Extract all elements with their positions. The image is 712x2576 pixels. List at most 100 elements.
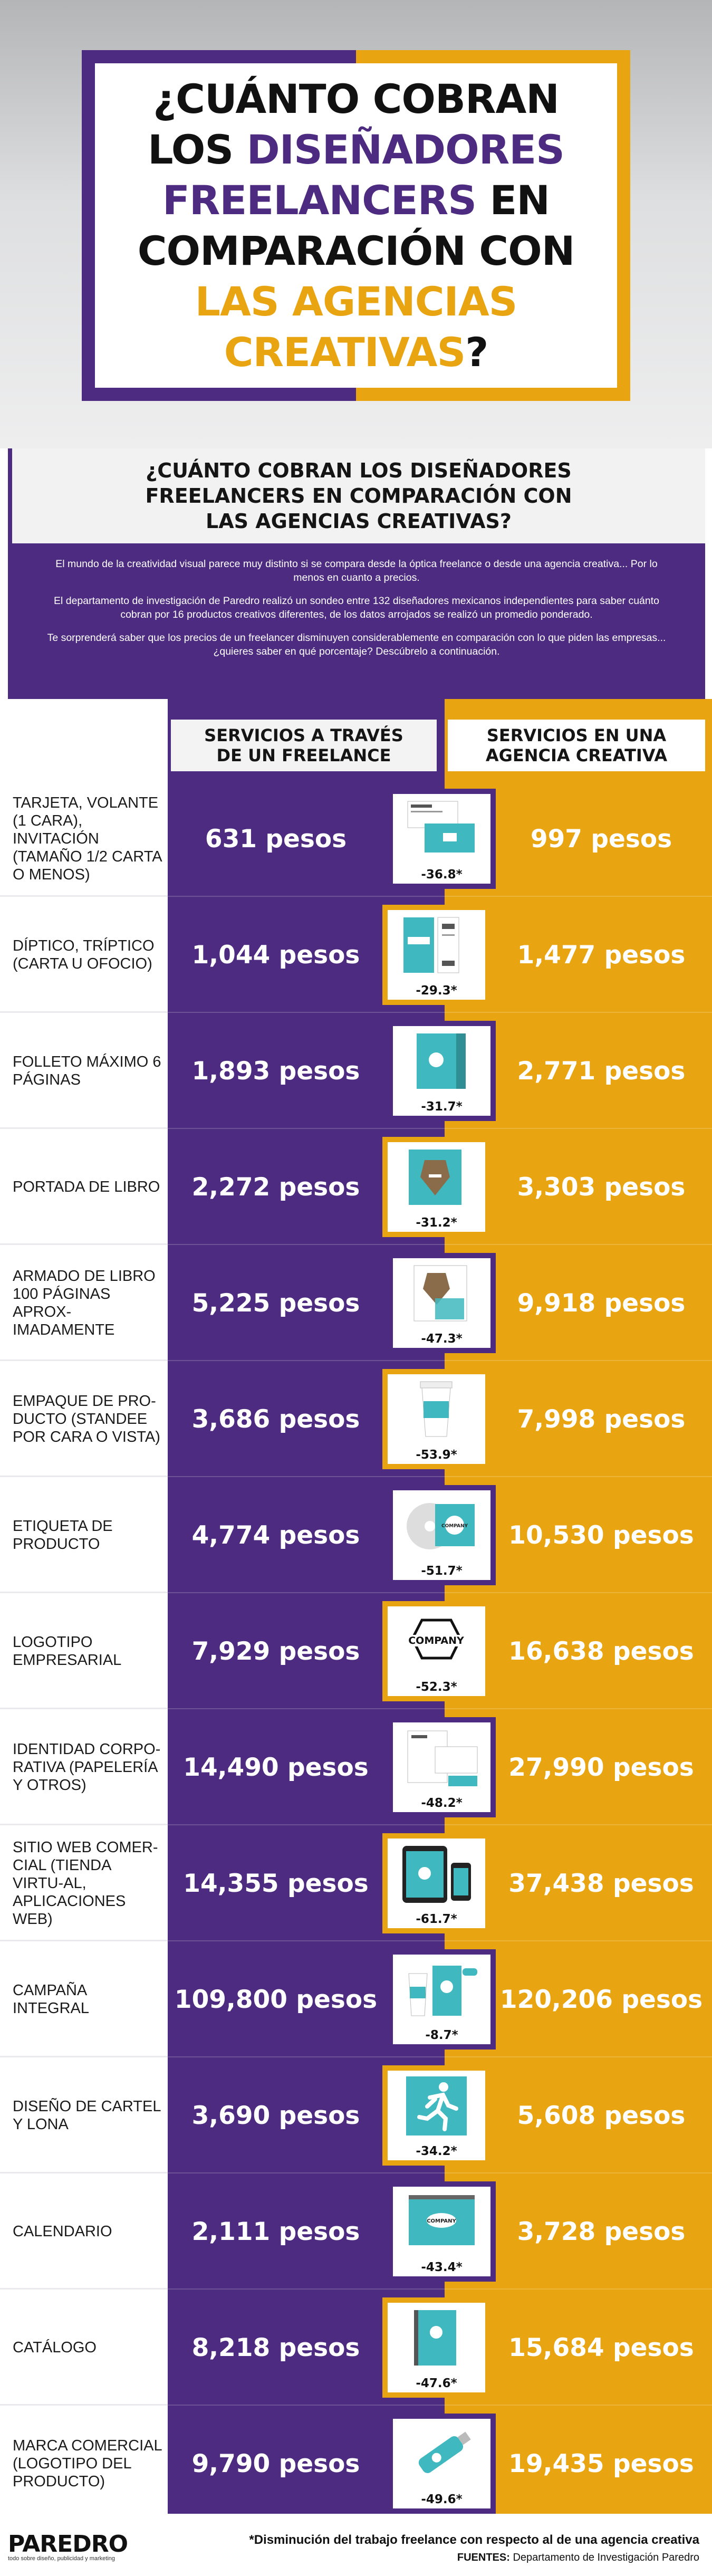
row-divider	[168, 1708, 712, 1709]
intro-heading-line-1: ¿CUÁNTO COBRAN LOS DISEÑADORES	[146, 459, 572, 482]
table-row: ETIQUETA DE PRODUCTO 4,774 pesos 10,530 pe…	[0, 1477, 712, 1593]
title-line-3: FREELANCERS EN	[162, 175, 550, 226]
freelance-price: 2,272 pesos	[191, 1172, 360, 1202]
agency-price: 5,608 pesos	[517, 2101, 686, 2130]
freelance-header-line-1: SERVICIOS A TRAVÉS	[204, 725, 403, 745]
title-line-2b: DISEÑADORES	[246, 126, 565, 173]
agency-price: 37,438 pesos	[508, 1869, 694, 1898]
row-divider	[0, 1940, 168, 1941]
row-divider	[0, 1127, 168, 1129]
discount-percentage: -8.7*	[425, 2028, 458, 2042]
freelance-column-header: SERVICIOS A TRAVÉS DE UN FREELANCE	[168, 716, 437, 774]
row-label: TARJETA, VOLANTE (1 CARA), INVITACIÓN (T…	[13, 794, 161, 883]
agency-price: 10,530 pesos	[508, 1520, 694, 1550]
table-row: IDENTIDAD CORPO-RATIVA (PAPELERÍA Y OTRO…	[0, 1709, 712, 1825]
product-thumbnail: -53.9*	[382, 1369, 490, 1469]
sources-text: Departamento de Investigación Paredro	[513, 2552, 699, 2563]
freelance-header-line-2: DE UN FREELANCE	[216, 745, 391, 765]
table-row: MARCA COMERCIAL (LOGOTIPO DEL PRODUCTO) 9…	[0, 2406, 712, 2522]
discount-percentage: -36.8*	[421, 868, 463, 882]
title-line-5: LAS AGENCIAS	[195, 277, 518, 325]
row-divider	[0, 1243, 168, 1245]
product-thumbnail: COMPANY -51.7*	[388, 1485, 496, 1585]
title-card: ¿CUÁNTO COBRAN LOS DISEÑADORES FREELANCE…	[82, 50, 630, 401]
row-divider	[0, 1824, 168, 1825]
row-divider	[0, 2172, 168, 2173]
table-row: CATÁLOGO 8,218 pesos 15,684 pesos -47.6*	[0, 2290, 712, 2406]
intro-section: ¿CUÁNTO COBRAN LOS DISEÑADORES FREELANCE…	[8, 448, 705, 699]
agency-price: 2,771 pesos	[517, 1056, 686, 1086]
agency-price: 9,918 pesos	[517, 1288, 686, 1318]
product-thumbnail: -29.3*	[382, 905, 490, 1005]
agency-header-line-2: AGENCIA CREATIVA	[485, 745, 668, 765]
product-thumbnail: -48.2*	[388, 1717, 496, 1817]
agency-price: 3,303 pesos	[517, 1172, 686, 1202]
table-row: PORTADA DE LIBRO 2,272 pesos 3,303 pesos -3…	[0, 1129, 712, 1245]
title-line-6b: ?	[465, 328, 488, 376]
sources-label: FUENTES:	[457, 2552, 510, 2563]
table-row: DÍPTICO, TRÍPTICO (CARTA U OFOCIO) 1,044 …	[0, 897, 712, 1013]
row-label: IDENTIDAD CORPO-RATIVA (PAPELERÍA Y OTRO…	[13, 1741, 161, 1794]
agency-price: 16,638 pesos	[508, 1636, 694, 1666]
freelance-price: 8,218 pesos	[191, 2333, 360, 2362]
logo-name: PAREDRO	[8, 2531, 128, 2558]
freelance-price: 14,490 pesos	[183, 1753, 369, 1782]
product-thumbnail: -49.6*	[388, 2414, 496, 2514]
row-divider	[168, 1592, 712, 1593]
row-label: MARCA COMERCIAL (LOGOTIPO DEL PRODUCTO)	[13, 2437, 162, 2490]
intro-paragraph-3: Te sorprenderá saber que los precios de …	[47, 632, 666, 657]
table-row: ARMADO DE LIBRO 100 PÁGINAS APROX-IMADAM…	[0, 1245, 712, 1361]
agency-column-header: SERVICIOS EN UNA AGENCIA CREATIVA	[445, 716, 708, 774]
row-label: CATÁLOGO	[13, 2339, 97, 2356]
svg-text:COMPANY: COMPANY	[427, 2218, 456, 2224]
row-divider	[168, 1012, 712, 1013]
row-divider	[168, 1824, 712, 1825]
freelance-price: 4,774 pesos	[191, 1520, 360, 1550]
row-divider	[168, 1128, 712, 1129]
table-row: DISEÑO DE CARTEL Y LONA 3,690 pesos 5,608 …	[0, 2057, 712, 2173]
row-divider	[0, 1708, 168, 1709]
row-label: CAMPAÑA INTEGRAL	[13, 1982, 90, 2017]
footnote: *Disminución del trabajo freelance con r…	[249, 2533, 699, 2547]
agency-price: 120,206 pesos	[499, 1985, 703, 2014]
agency-price: 997 pesos	[530, 824, 672, 854]
agency-price: 3,728 pesos	[517, 2217, 686, 2246]
row-label: DISEÑO DE CARTEL Y LONA	[13, 2098, 161, 2133]
table-row: SITIO WEB COMER-CIAL (TIENDA VIRTU-AL, A…	[0, 1825, 712, 1941]
discount-percentage: -51.7*	[421, 1564, 463, 1578]
page-title: ¿CUÁNTO COBRAN LOS DISEÑADORES FREELANCE…	[95, 63, 617, 388]
logo-tagline: todo sobre diseño, publicidad y marketin…	[8, 2555, 116, 2562]
freelance-price: 109,800 pesos	[174, 1985, 378, 2014]
row-divider	[0, 2056, 168, 2057]
product-thumbnail: -36.8*	[388, 789, 496, 889]
comparison-table: SERVICIOS A TRAVÉS DE UN FREELANCE SERVI…	[0, 699, 712, 2522]
freelance-price: 1,893 pesos	[191, 1056, 360, 1086]
intro-heading-line-3: LAS AGENCIAS CREATIVAS?	[206, 510, 512, 533]
row-divider	[0, 1592, 168, 1593]
row-divider	[168, 1360, 712, 1361]
agency-header-line-1: SERVICIOS EN UNA	[486, 725, 667, 745]
table-row: CALENDARIO 2,111 pesos 3,728 pesos COMPANY -…	[0, 2173, 712, 2290]
table-row: FOLLETO MÁXIMO 6 PÁGINAS 1,893 pesos 2,771…	[0, 1013, 712, 1129]
row-divider	[168, 1940, 712, 1941]
freelance-price: 631 pesos	[205, 824, 347, 854]
table-row: TARJETA, VOLANTE (1 CARA), INVITACIÓN (T…	[0, 781, 712, 897]
row-label: ARMADO DE LIBRO 100 PÁGINAS APROX-IMADAM…	[13, 1268, 156, 1338]
freelance-price: 7,929 pesos	[191, 1636, 360, 1666]
product-thumbnail: -61.7*	[382, 1833, 490, 1933]
discount-percentage: -31.2*	[416, 1216, 457, 1230]
product-thumbnail: -47.3*	[388, 1253, 496, 1353]
discount-percentage: -49.6*	[421, 2493, 463, 2506]
title-line-2a: LOS	[148, 126, 247, 173]
row-label: SITIO WEB COMER-CIAL (TIENDA VIRTU-AL, A…	[13, 1839, 158, 1928]
row-divider	[168, 2172, 712, 2173]
freelance-price: 2,111 pesos	[191, 2217, 360, 2246]
freelance-price: 3,686 pesos	[191, 1404, 360, 1434]
product-thumbnail: -34.2*	[382, 2065, 490, 2166]
discount-percentage: -47.6*	[416, 2377, 457, 2390]
discount-percentage: -43.4*	[421, 2261, 463, 2274]
table-row: CAMPAÑA INTEGRAL 109,800 pesos 120,206 pes…	[0, 1941, 712, 2057]
footer: PAREDRO todo sobre diseño, publicidad y …	[0, 2514, 712, 2576]
intro-paragraph-1: El mundo de la creatividad visual parece…	[55, 558, 658, 583]
row-divider	[168, 1244, 712, 1245]
